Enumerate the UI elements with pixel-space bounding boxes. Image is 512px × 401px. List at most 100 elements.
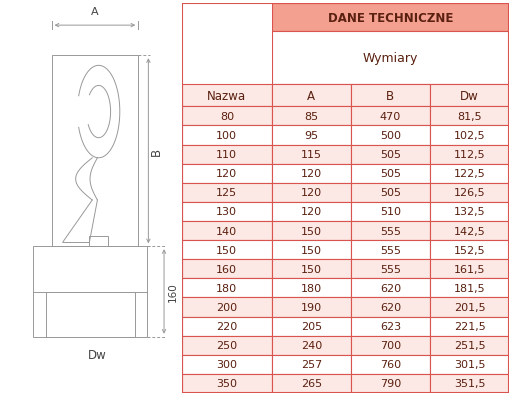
Text: 180: 180 <box>301 283 322 293</box>
Bar <box>430 183 509 203</box>
Bar <box>46 293 135 337</box>
Text: 200: 200 <box>216 302 238 312</box>
Bar <box>272 183 351 203</box>
Text: 250: 250 <box>216 340 238 350</box>
Bar <box>272 221 351 241</box>
Bar <box>182 336 272 355</box>
Text: 130: 130 <box>216 207 238 217</box>
Text: 122,5: 122,5 <box>454 169 485 179</box>
Text: 620: 620 <box>380 302 401 312</box>
Bar <box>182 145 272 164</box>
Text: 100: 100 <box>216 131 238 141</box>
Bar <box>430 374 509 393</box>
Text: 80: 80 <box>220 111 234 122</box>
Bar <box>351 259 430 279</box>
Text: 120: 120 <box>301 169 322 179</box>
Text: 95: 95 <box>304 131 318 141</box>
Text: 505: 505 <box>380 188 401 198</box>
Bar <box>272 107 351 126</box>
Bar <box>430 259 509 279</box>
Bar <box>272 298 351 317</box>
Text: 115: 115 <box>301 150 322 160</box>
Bar <box>351 164 430 183</box>
Bar <box>430 107 509 126</box>
Bar <box>430 336 509 355</box>
Bar <box>430 203 509 221</box>
Text: 110: 110 <box>216 150 238 160</box>
Text: DANE TECHNICZNE: DANE TECHNICZNE <box>328 12 453 24</box>
Text: 150: 150 <box>301 264 322 274</box>
Text: 132,5: 132,5 <box>454 207 485 217</box>
Bar <box>351 145 430 164</box>
Bar <box>182 279 272 298</box>
Bar <box>272 259 351 279</box>
Bar <box>430 317 509 336</box>
Text: 555: 555 <box>380 245 401 255</box>
Text: 120: 120 <box>301 188 322 198</box>
Bar <box>182 241 272 259</box>
Bar <box>430 355 509 374</box>
Bar <box>90 237 108 247</box>
Bar <box>351 279 430 298</box>
Text: 505: 505 <box>380 169 401 179</box>
Text: A: A <box>91 7 99 17</box>
Bar <box>52 56 138 247</box>
Text: 510: 510 <box>380 207 401 217</box>
Text: 760: 760 <box>380 359 401 369</box>
Text: 150: 150 <box>301 226 322 236</box>
Text: A: A <box>307 89 315 102</box>
Text: 623: 623 <box>380 321 401 331</box>
Bar <box>182 203 272 221</box>
Bar <box>272 374 351 393</box>
Bar <box>272 336 351 355</box>
Text: 152,5: 152,5 <box>454 245 485 255</box>
Text: 220: 220 <box>216 321 238 331</box>
Text: 126,5: 126,5 <box>454 188 485 198</box>
Text: 85: 85 <box>304 111 318 122</box>
Bar <box>351 241 430 259</box>
Bar <box>430 85 509 107</box>
Bar <box>430 279 509 298</box>
Bar <box>430 164 509 183</box>
Text: 125: 125 <box>216 188 238 198</box>
Text: 300: 300 <box>216 359 238 369</box>
Bar <box>182 221 272 241</box>
Bar <box>351 336 430 355</box>
Text: 160: 160 <box>167 282 177 302</box>
Text: B: B <box>150 147 163 156</box>
Text: 350: 350 <box>216 379 238 389</box>
Text: Nazwa: Nazwa <box>207 89 246 102</box>
Text: 102,5: 102,5 <box>454 131 485 141</box>
Bar <box>430 221 509 241</box>
Text: 112,5: 112,5 <box>454 150 485 160</box>
Text: 251,5: 251,5 <box>454 340 485 350</box>
Text: 140: 140 <box>216 226 238 236</box>
Text: 700: 700 <box>380 340 401 350</box>
Text: 505: 505 <box>380 150 401 160</box>
Text: 500: 500 <box>380 131 401 141</box>
Bar <box>182 4 272 85</box>
Bar <box>351 183 430 203</box>
Bar <box>351 126 430 145</box>
Bar <box>182 126 272 145</box>
Text: 161,5: 161,5 <box>454 264 485 274</box>
Text: 257: 257 <box>301 359 322 369</box>
Bar <box>351 355 430 374</box>
Text: 150: 150 <box>216 245 238 255</box>
Bar <box>351 221 430 241</box>
Text: 120: 120 <box>301 207 322 217</box>
Bar <box>351 374 430 393</box>
Bar <box>272 317 351 336</box>
Bar <box>272 145 351 164</box>
Text: 81,5: 81,5 <box>457 111 482 122</box>
Bar <box>272 241 351 259</box>
Text: 620: 620 <box>380 283 401 293</box>
Bar <box>272 164 351 183</box>
Text: 160: 160 <box>216 264 238 274</box>
Text: 470: 470 <box>380 111 401 122</box>
Bar <box>182 374 272 393</box>
Bar <box>182 259 272 279</box>
Bar <box>182 164 272 183</box>
Text: 142,5: 142,5 <box>454 226 485 236</box>
Bar <box>182 317 272 336</box>
